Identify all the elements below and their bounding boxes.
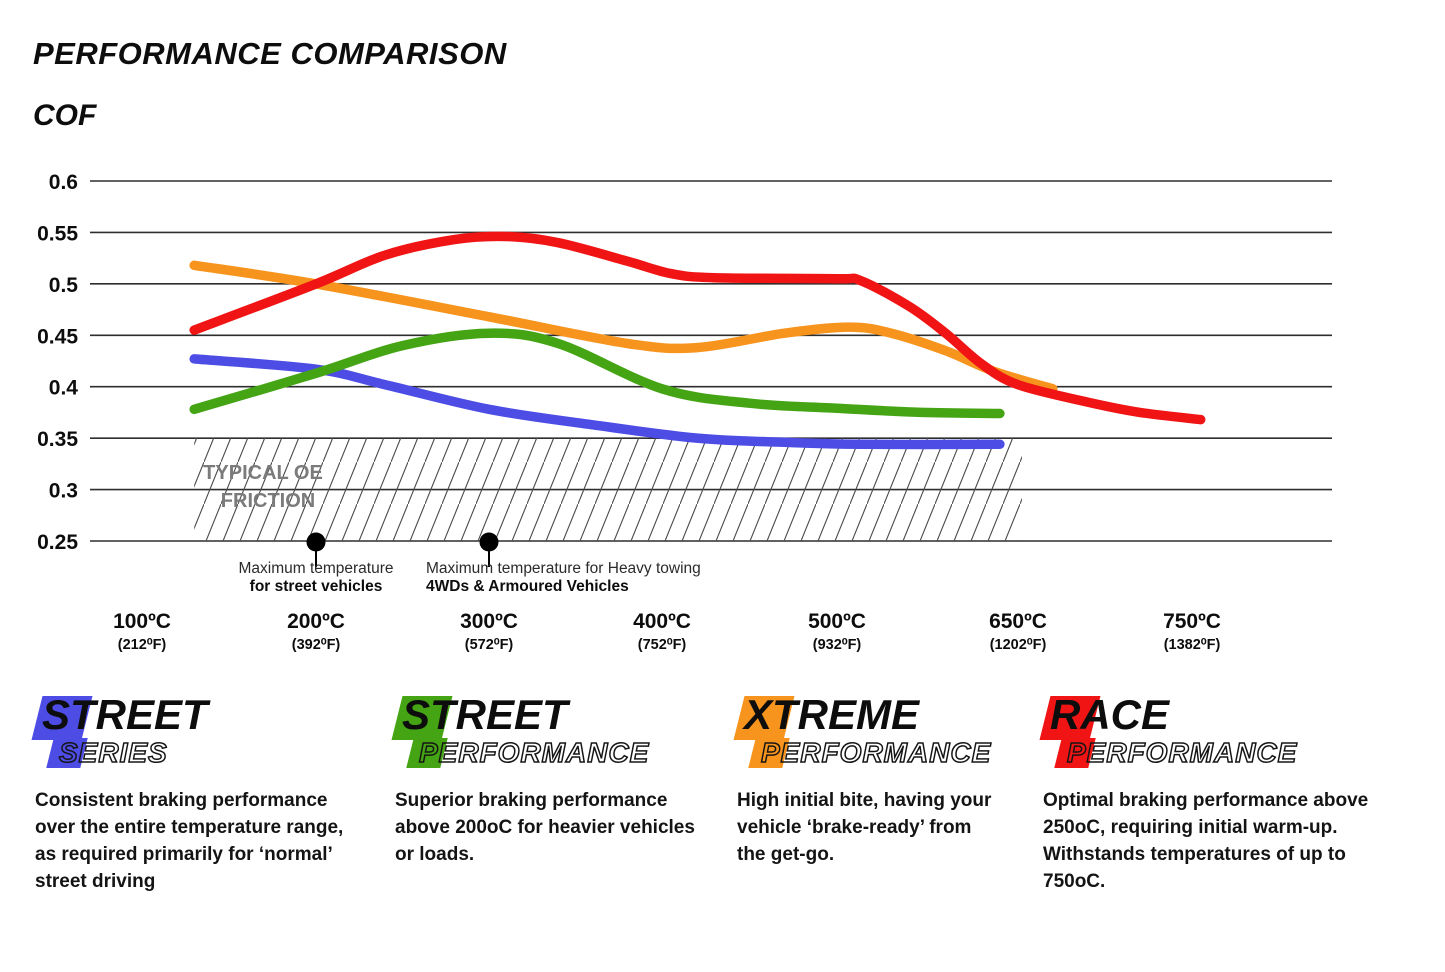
legend-description: Optimal braking performance above 250oC,…	[1043, 790, 1369, 892]
legend-xtreme-performance: XTREME PERFORMANCE High initial bite, havi…	[733, 691, 1005, 869]
y-tick-label: 0.6	[49, 171, 78, 194]
typical-oe-friction-band	[194, 438, 1022, 541]
x-tick-label-750: 750ºC	[1163, 610, 1221, 633]
legend-word2: PERFORMANCE	[418, 736, 650, 769]
x-tick-label-200: 200ºC	[287, 610, 345, 633]
legend-word1: RACE	[1050, 691, 1170, 738]
max-temperature-marker-1	[306, 532, 326, 552]
annotation-2-line1: Maximum temperature for Heavy towing	[426, 560, 701, 577]
max-temperature-marker-2	[479, 532, 499, 552]
y-tick-label: 0.35	[37, 428, 78, 451]
legend-word2: SERIES	[58, 736, 168, 769]
series-xtreme-performance-line	[189, 260, 1058, 394]
street-performance-logo: STREET PERFORMANCE	[391, 691, 713, 776]
cof-line-chart: 0.6 0.55 0.5 0.45 0.4 0.35 0.3 0.25 TYPICAL OE FR…	[37, 171, 1332, 653]
race-performance-logo: RACE PERFORMANCE	[1039, 691, 1375, 776]
x-tick-label-500: 500ºC	[808, 610, 866, 633]
oe-friction-label-line1: TYPICAL OE	[203, 462, 323, 484]
x-tick-sublabel-100: (212⁰F)	[118, 637, 167, 653]
y-tick-label: 0.4	[49, 377, 79, 400]
x-tick-label-100: 100ºC	[113, 610, 171, 633]
y-tick-label: 0.5	[49, 274, 79, 297]
x-tick-sublabel-750: (1382⁰F)	[1164, 637, 1221, 653]
legend-word2: PERFORMANCE	[760, 736, 992, 769]
legend-description: High initial bite, having your vehicle ‘…	[737, 790, 992, 865]
page-title: PERFORMANCE COMPARISON	[33, 36, 507, 71]
x-tick-sublabel-500: (932⁰F)	[813, 637, 862, 653]
legend-word1: STREET	[402, 691, 568, 738]
x-tick-sublabel-650: (1202⁰F)	[990, 637, 1047, 653]
xtreme-performance-logo: XTREME PERFORMANCE	[733, 691, 1005, 776]
x-tick-label-300: 300ºC	[460, 610, 518, 633]
x-tick-label-650: 650ºC	[989, 610, 1047, 633]
street-series-logo: STREET SERIES	[31, 691, 360, 776]
y-axis-title: COF	[33, 99, 97, 132]
y-tick-label: 0.3	[49, 480, 78, 503]
y-tick-label: 0.25	[37, 531, 78, 554]
x-tick-sublabel-200: (392⁰F)	[292, 637, 341, 653]
y-tick-label: 0.45	[37, 325, 78, 348]
annotation-2-line2: 4WDs & Armoured Vehicles	[426, 578, 629, 595]
legend-description: Superior braking performance above 200oC…	[395, 790, 695, 865]
legend-description: Consistent braking performance over the …	[35, 790, 344, 892]
legend-word2: PERFORMANCE	[1066, 736, 1298, 769]
oe-friction-label-line2: FRICTION	[221, 490, 315, 512]
series-race-performance-line	[189, 231, 1206, 425]
x-tick-sublabel-300: (572⁰F)	[465, 637, 514, 653]
legend-street-series: STREET SERIES Consistent braking performan…	[31, 691, 360, 896]
legend-race-performance: RACE PERFORMANCE Optimal braking performan…	[1039, 691, 1375, 896]
x-tick-label-400: 400ºC	[633, 610, 691, 633]
x-tick-sublabel-400: (752⁰F)	[638, 637, 687, 653]
legend-word1: STREET	[42, 691, 208, 738]
series-street-performance-line	[189, 328, 1005, 419]
annotation-1-line1: Maximum temperature	[238, 560, 393, 577]
legend-word1: XTREME	[744, 691, 920, 738]
y-tick-label: 0.55	[37, 222, 78, 245]
annotation-1-line2: for street vehicles	[250, 578, 383, 595]
legend-street-performance: STREET PERFORMANCE Superior braking perfor…	[391, 691, 713, 869]
